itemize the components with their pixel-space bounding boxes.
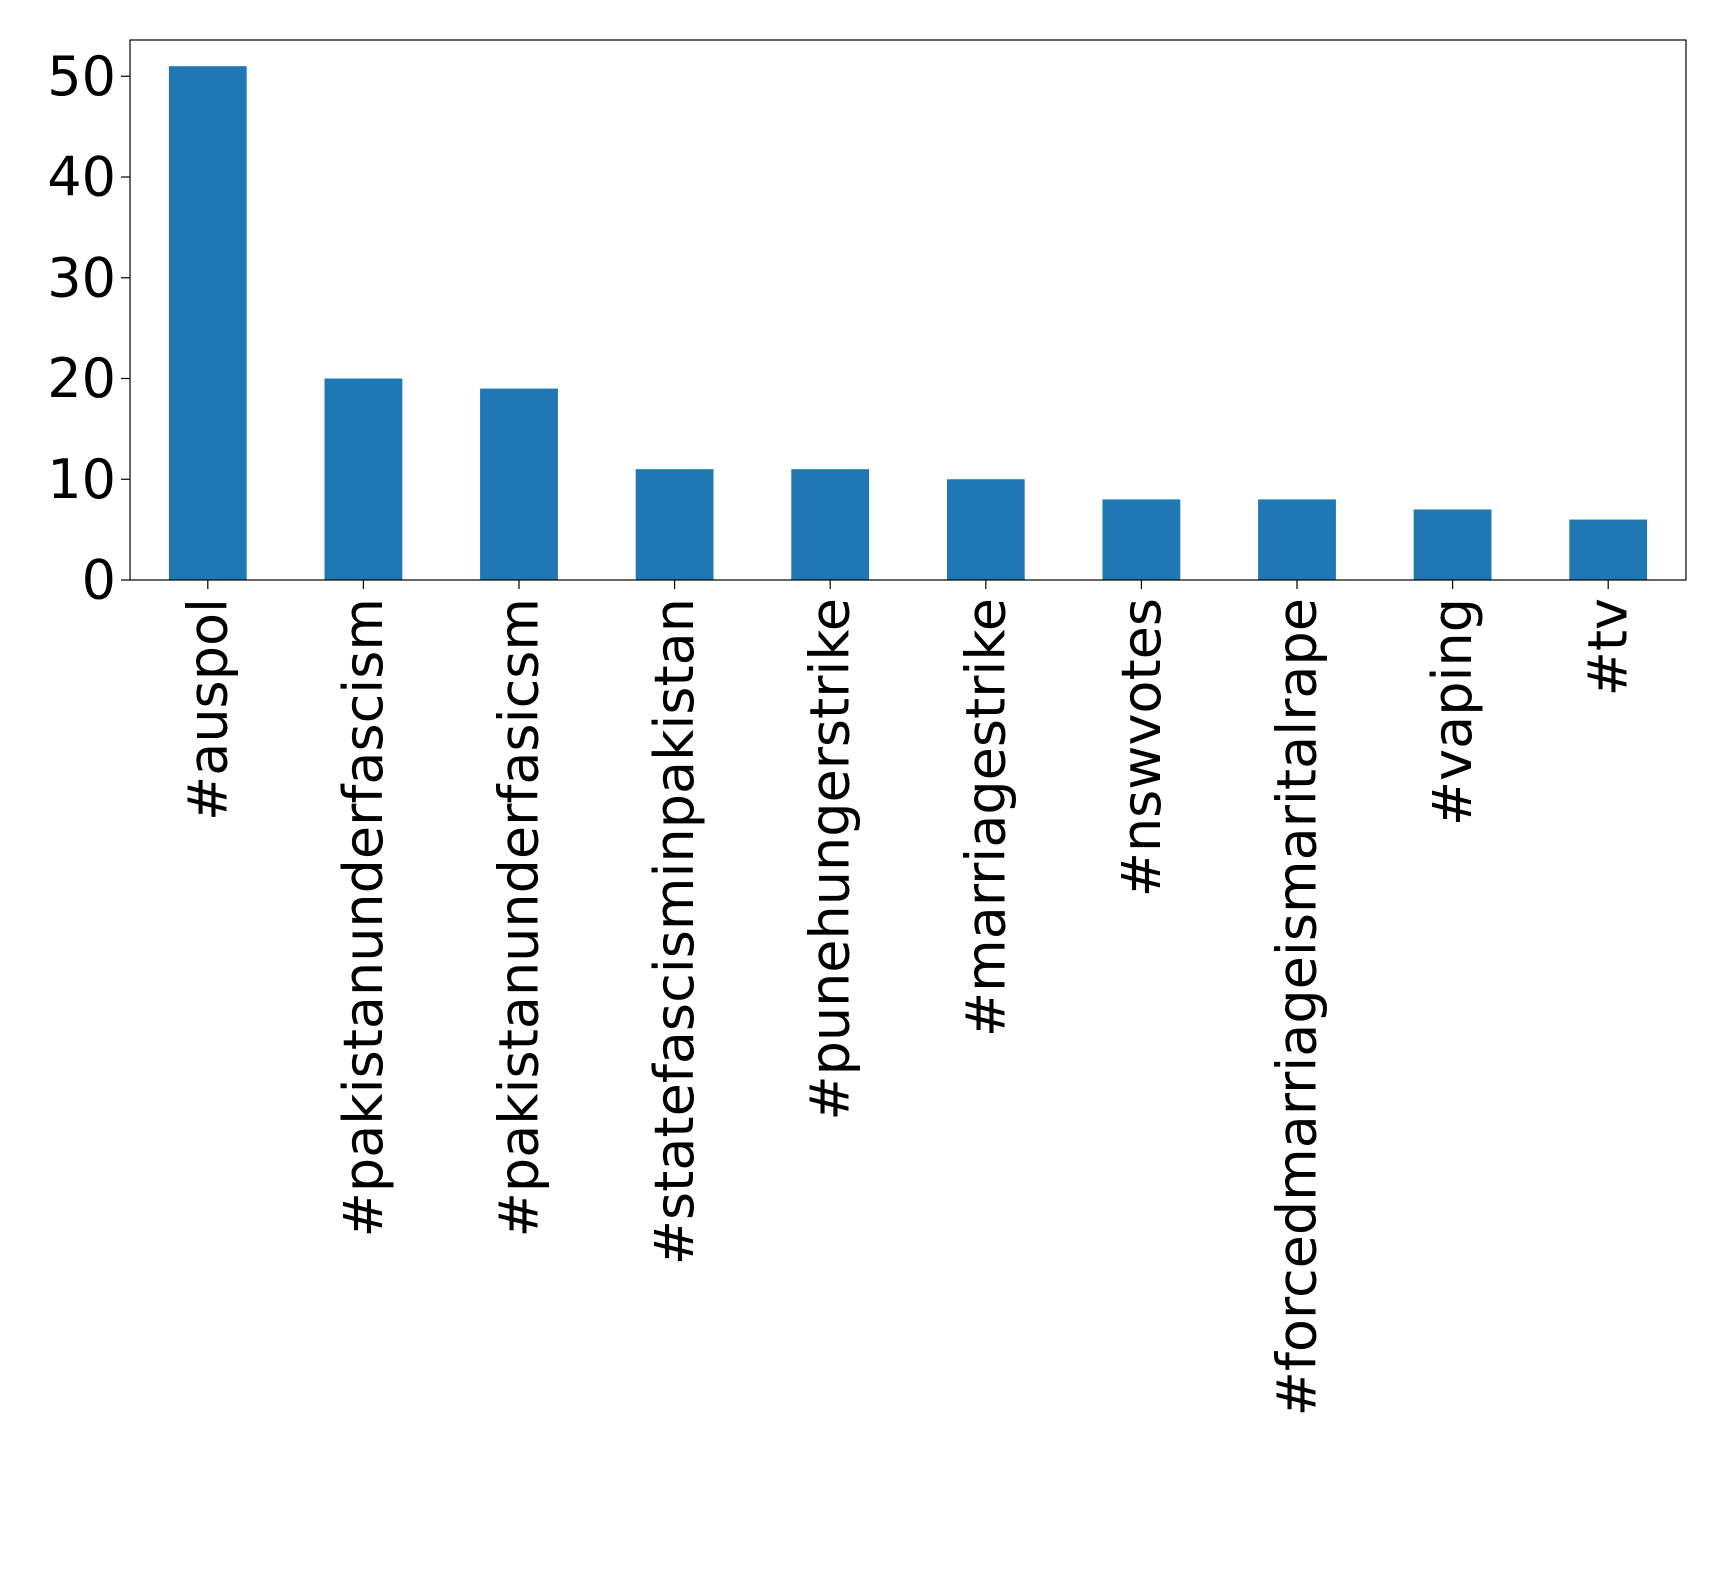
bar-7 bbox=[1258, 499, 1336, 580]
y-tick-label-0: 0 bbox=[82, 549, 116, 612]
x-tick-label-1: #pakistanunderfascism bbox=[332, 598, 395, 1237]
y-tick-label-5: 50 bbox=[47, 45, 116, 108]
bar-2 bbox=[480, 388, 558, 580]
bar-3 bbox=[635, 469, 714, 580]
bar-6 bbox=[1102, 499, 1181, 580]
plot-frame bbox=[129, 39, 1687, 581]
x-tick-label-9: #tv bbox=[1577, 598, 1640, 696]
x-axis: #auspol #pakistanunderfascism #pakistanund… bbox=[176, 580, 1640, 1416]
bar-9 bbox=[1569, 519, 1648, 580]
y-tick-label-3: 30 bbox=[47, 246, 116, 309]
y-tick-label-4: 40 bbox=[47, 146, 116, 209]
x-tick-label-5: #marriagestrike bbox=[954, 598, 1017, 1037]
bars-layer bbox=[168, 66, 1648, 580]
x-tick-label-3: #statefascisminpakistan bbox=[643, 598, 706, 1265]
y-tick-label-1: 10 bbox=[47, 448, 116, 511]
x-tick-label-8: #vaping bbox=[1421, 598, 1484, 826]
x-tick-label-4: #punehungerstrike bbox=[799, 598, 862, 1121]
bar-4 bbox=[791, 469, 870, 580]
x-tick-label-6: #nswvotes bbox=[1110, 598, 1173, 897]
bar-5 bbox=[946, 479, 1025, 580]
y-axis: 0 10 20 30 40 50 bbox=[47, 45, 130, 612]
bar-0 bbox=[168, 66, 247, 580]
bar-1 bbox=[324, 378, 403, 580]
bar-8 bbox=[1413, 509, 1492, 580]
y-tick-label-2: 20 bbox=[47, 347, 116, 410]
x-tick-label-0: #auspol bbox=[176, 598, 239, 821]
x-tick-label-2: #pakistanunderfasicsm bbox=[488, 598, 551, 1237]
x-tick-label-7: #forcedmarriageismaritalrape bbox=[1266, 598, 1329, 1416]
